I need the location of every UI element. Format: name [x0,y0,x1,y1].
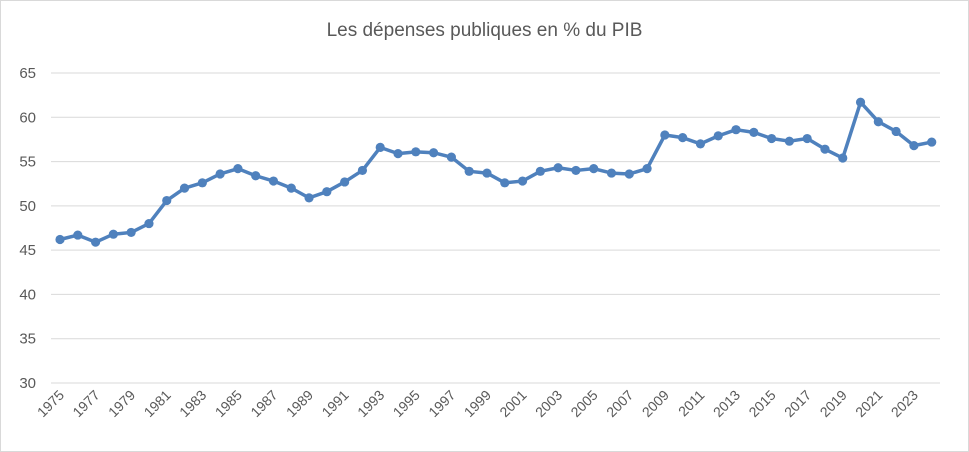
data-point [589,164,599,174]
x-tick-label: 1987 [247,387,280,420]
data-point [927,137,937,147]
x-tick-label: 1995 [390,387,423,420]
x-tick-label: 1989 [283,387,316,420]
x-tick-label: 2001 [496,387,529,420]
y-tick-label: 65 [19,65,36,82]
data-point [820,144,830,154]
data-point [802,133,812,144]
data-point [144,218,154,229]
data-point [660,130,670,140]
data-point [108,229,118,239]
data-point [642,164,652,174]
data-point [304,193,314,203]
x-tick-label: 1979 [105,387,138,420]
data-point [891,126,901,137]
data-point [286,183,296,193]
data-point [767,133,777,144]
data-point [624,169,634,179]
y-tick-label: 60 [19,109,36,126]
data-point [126,227,136,238]
data-point [606,168,617,178]
y-tick-label: 45 [19,242,36,259]
data-point [375,142,385,152]
y-tick-label: 50 [19,198,36,215]
x-tick-label: 2013 [710,387,743,420]
x-axis-ticks: 1975 1977 1979 1981 1983 1985 1987 1989 1991 1993… [34,387,921,420]
y-axis-ticks: 30 35 40 45 50 55 60 65 [19,65,36,392]
data-point [251,171,261,181]
y-tick-label: 55 [19,154,36,171]
x-tick-label: 2005 [567,387,600,420]
chart-title: Les dépenses publiques en % du PIB [326,20,643,41]
data-point [731,125,741,135]
series-line [59,100,933,244]
data-point [322,187,332,197]
data-point [179,183,190,193]
data-point [553,163,563,173]
x-tick-label: 2019 [817,387,850,420]
data-point [749,127,759,137]
data-point [909,141,919,151]
x-tick-label: 1981 [141,387,174,420]
x-tick-label: 1977 [69,387,102,420]
data-point [838,153,848,163]
data-point [695,139,706,149]
data-point [784,136,794,146]
data-point [500,178,510,188]
x-tick-label: 2009 [639,387,672,420]
data-point [446,152,456,162]
x-tick-label: 2015 [745,387,778,420]
data-point [197,178,207,188]
data-point [713,131,723,141]
y-tick-label: 40 [19,286,36,303]
data-point [233,164,243,174]
x-tick-label: 1975 [34,387,67,420]
y-tick-label: 35 [19,331,36,348]
data-point [357,165,368,176]
data-point [428,148,439,158]
x-tick-label: 2003 [532,387,565,420]
data-point [90,237,101,247]
data-point [340,177,350,187]
data-point [411,147,421,157]
x-tick-label: 1985 [212,387,245,420]
data-point [73,230,83,240]
x-tick-label: 1991 [318,387,351,420]
x-tick-label: 2017 [781,387,814,420]
x-tick-label: 1983 [176,387,209,420]
x-tick-label: 2021 [852,387,885,420]
y-tick-label: 30 [19,375,36,392]
data-point [162,195,172,206]
data-point [571,165,581,176]
data-point [678,133,688,143]
series [55,97,937,247]
data-point [535,166,545,176]
gridlines [51,72,940,384]
data-point [55,234,65,245]
data-point [215,169,225,179]
data-point [393,149,403,159]
data-point [464,166,474,176]
data-point [873,117,883,127]
x-tick-label: 2023 [888,387,921,420]
data-point [482,168,492,178]
x-tick-label: 1993 [354,387,387,420]
x-tick-label: 2011 [675,387,708,420]
data-point [517,176,528,186]
data-point [855,97,866,107]
x-tick-label: 1997 [425,387,458,420]
x-tick-label: 1999 [461,387,494,420]
data-point [268,176,279,186]
x-tick-label: 2007 [603,387,636,420]
